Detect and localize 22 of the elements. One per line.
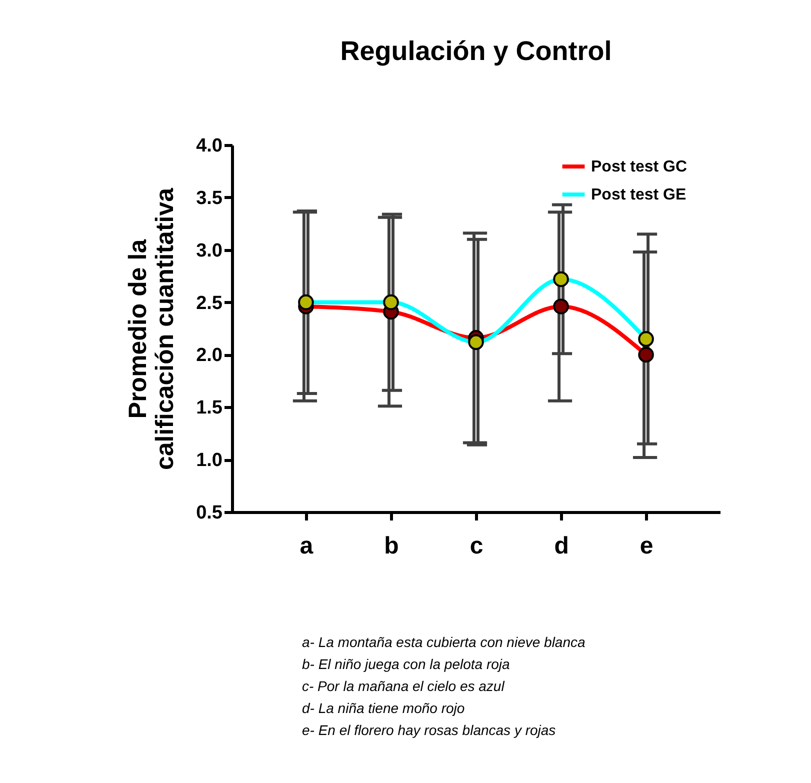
legend-label: Post test GC bbox=[591, 158, 688, 176]
y-tick-label: 4.0 bbox=[196, 136, 222, 156]
text: b- El niño juega con la pelota roja bbox=[302, 656, 510, 672]
text: c- Por la mañana el cielo es azul bbox=[302, 678, 506, 694]
y-tick-label: 2.0 bbox=[196, 345, 222, 366]
y-tick-label: 0.5 bbox=[196, 502, 223, 524]
y-tick-label: 3.0 bbox=[196, 240, 222, 262]
x-tick-label: e bbox=[640, 532, 654, 560]
chart-title: Regulación y Control bbox=[340, 36, 612, 66]
y-axis-title: Promedio de la calificación cuantitativa bbox=[124, 186, 180, 470]
y-tick-label: 1.5 bbox=[196, 398, 223, 419]
legend-label: Post test GE bbox=[591, 186, 686, 204]
text: e- En el florero hay rosas blancas y rojas bbox=[302, 722, 556, 738]
x-tick-label: c bbox=[470, 532, 484, 560]
text: a- La montaña esta cubierta con nieve blanca bbox=[302, 634, 586, 650]
x-tick-label: d bbox=[554, 532, 569, 560]
y-tick-label: 1.0 bbox=[196, 450, 222, 472]
text: d- La niña tiene moño rojo bbox=[302, 700, 465, 716]
y-tick-label: 2.5 bbox=[196, 292, 223, 314]
x-tick-label: b bbox=[384, 532, 399, 560]
y-tick-label: 3.5 bbox=[196, 188, 223, 209]
x-tick-label: a bbox=[300, 532, 314, 560]
